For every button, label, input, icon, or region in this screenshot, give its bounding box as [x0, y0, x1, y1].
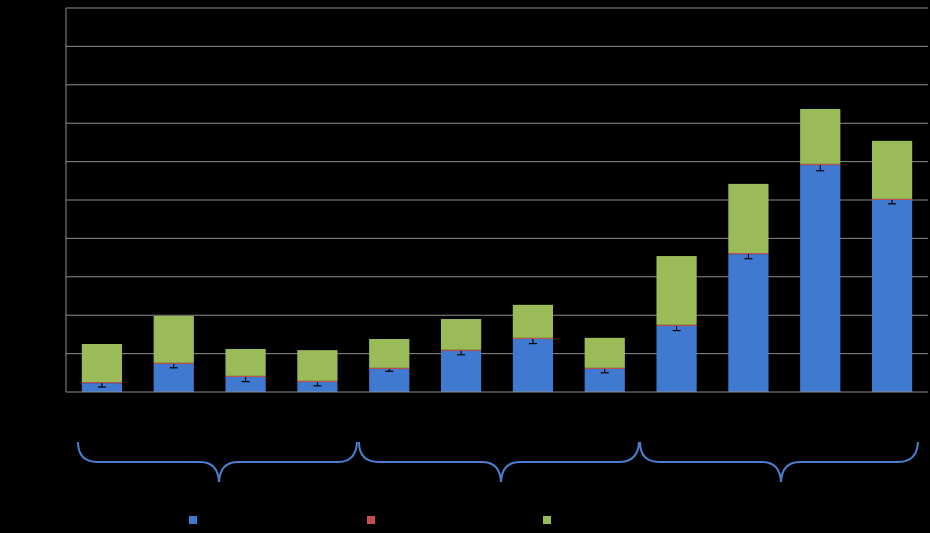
bar-segment [81, 382, 123, 384]
bar-segment [800, 163, 841, 166]
y-tick-label: 4 [51, 231, 58, 245]
bar-segment [871, 200, 913, 392]
bar-segment [440, 350, 482, 392]
y-tick-label: 5 [51, 192, 58, 206]
bar-segment [728, 254, 769, 392]
legend-swatch [189, 516, 197, 524]
y-tick-label: 2 [51, 307, 58, 321]
bar-segment [728, 183, 769, 253]
y-tick-label: 10 [45, 0, 59, 14]
y-tick-label: 8 [51, 77, 58, 91]
y-tick-label: 0 [51, 384, 58, 398]
bar-segment [297, 382, 338, 392]
bar-segment [369, 367, 410, 369]
y-tick-label: 9 [51, 39, 58, 53]
y-tick-label: 6 [51, 154, 58, 168]
bar-segment [297, 350, 338, 381]
bar-segment [656, 256, 697, 325]
bar-segment [225, 377, 266, 392]
brace [358, 441, 640, 483]
bar-segment [800, 165, 841, 392]
bar-segment [800, 108, 841, 164]
bar-segment [369, 339, 410, 368]
bar-segment [871, 198, 913, 200]
bar-segment [225, 375, 266, 378]
bar-segment [512, 304, 554, 338]
brace [639, 441, 919, 483]
bar-segment [153, 362, 194, 364]
y-tick-label: 1 [51, 346, 58, 360]
bar-segment [584, 368, 625, 392]
bar-segment [584, 367, 625, 369]
bar-segment [512, 337, 554, 340]
bar-segment [81, 344, 123, 383]
legend-swatch [367, 516, 375, 524]
bar-segment [728, 252, 769, 255]
y-tick-label: 3 [51, 269, 58, 283]
legend-swatch [543, 516, 551, 524]
y-tick-label: 7 [51, 115, 58, 129]
bar-segment [153, 315, 194, 363]
bar-segment [512, 339, 554, 392]
bar-segment [153, 363, 194, 392]
bar-segment [440, 349, 482, 351]
group-braces [77, 441, 919, 483]
bar-segment [656, 324, 697, 326]
bar-segment [297, 380, 338, 383]
bar-segment [225, 348, 266, 376]
bar-segment [440, 319, 482, 350]
bar-segment [369, 368, 410, 392]
bar-segment [871, 140, 913, 199]
bar-segment [656, 325, 697, 392]
brace [77, 441, 358, 483]
bar-segment [584, 337, 625, 368]
